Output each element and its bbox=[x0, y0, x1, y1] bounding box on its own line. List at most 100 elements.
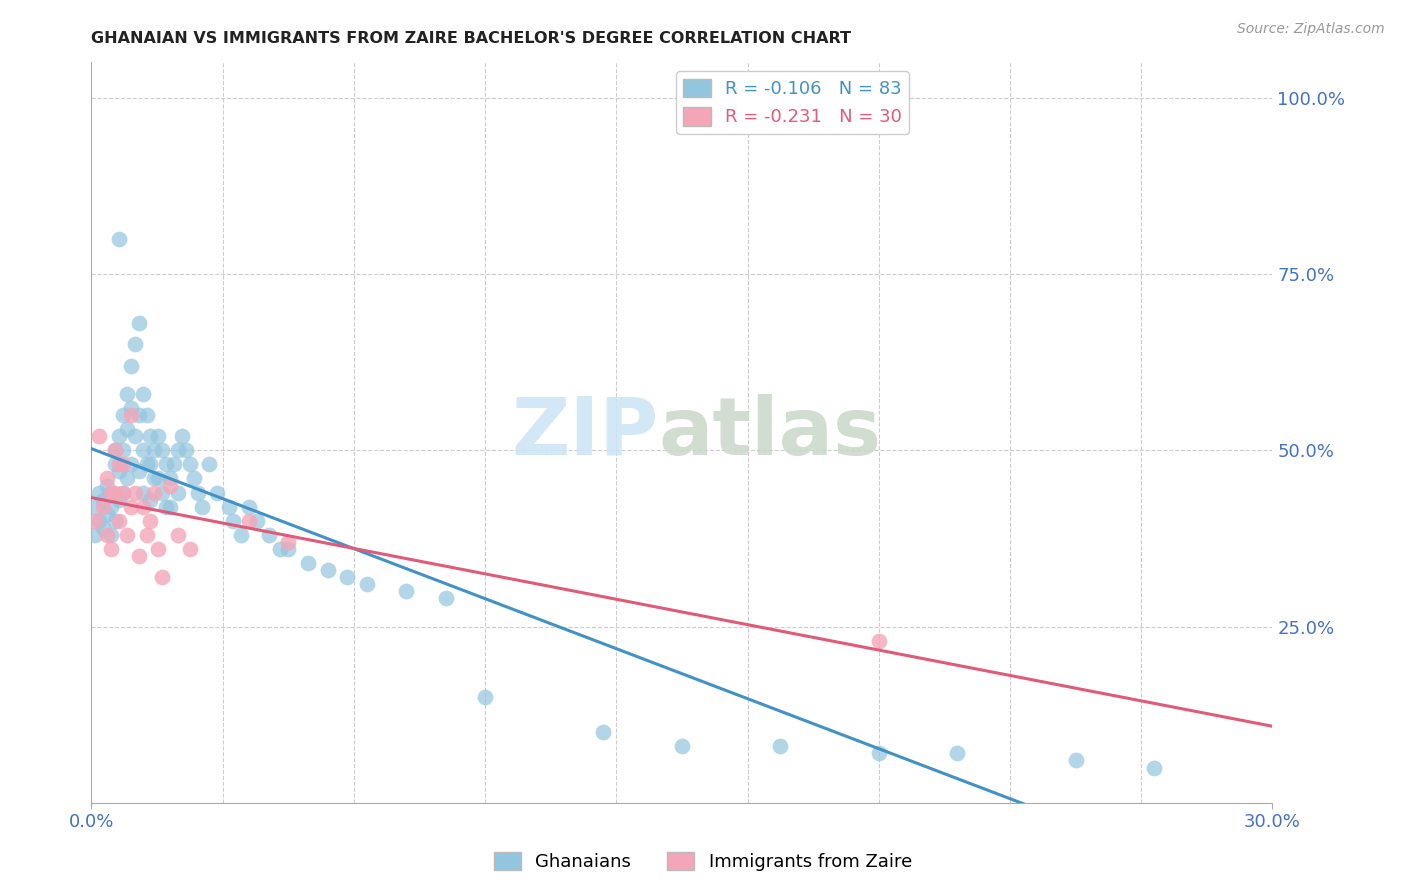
Point bbox=[592, 725, 614, 739]
Point bbox=[84, 528, 107, 542]
Text: atlas: atlas bbox=[658, 393, 882, 472]
Point bbox=[104, 485, 127, 500]
Point bbox=[148, 541, 170, 556]
Point bbox=[96, 528, 118, 542]
Point bbox=[150, 443, 173, 458]
Point bbox=[91, 521, 114, 535]
Point bbox=[100, 500, 122, 514]
Text: Source: ZipAtlas.com: Source: ZipAtlas.com bbox=[1237, 22, 1385, 37]
Point bbox=[671, 739, 693, 754]
Point bbox=[257, 528, 280, 542]
Point bbox=[124, 429, 146, 443]
Point bbox=[155, 458, 177, 472]
Point bbox=[139, 492, 162, 507]
Point bbox=[229, 528, 252, 542]
Point bbox=[139, 458, 162, 472]
Point bbox=[128, 316, 150, 330]
Point bbox=[115, 528, 138, 542]
Point bbox=[104, 443, 127, 458]
Point bbox=[316, 563, 339, 577]
Point bbox=[170, 429, 193, 443]
Point bbox=[159, 471, 181, 485]
Point bbox=[84, 514, 107, 528]
Point bbox=[124, 337, 146, 351]
Point bbox=[1143, 760, 1166, 774]
Point bbox=[246, 514, 269, 528]
Point bbox=[159, 500, 181, 514]
Point bbox=[946, 747, 969, 761]
Point bbox=[167, 485, 190, 500]
Point bbox=[207, 485, 229, 500]
Point bbox=[179, 458, 201, 472]
Point bbox=[108, 429, 131, 443]
Point bbox=[96, 471, 118, 485]
Point bbox=[131, 485, 153, 500]
Point bbox=[148, 429, 170, 443]
Point bbox=[111, 485, 134, 500]
Point bbox=[277, 541, 299, 556]
Point bbox=[238, 500, 260, 514]
Point bbox=[155, 500, 177, 514]
Point bbox=[84, 500, 107, 514]
Point bbox=[190, 500, 212, 514]
Point bbox=[143, 471, 166, 485]
Point bbox=[100, 541, 122, 556]
Point bbox=[218, 500, 240, 514]
Point bbox=[100, 528, 122, 542]
Point bbox=[135, 458, 157, 472]
Point bbox=[222, 514, 245, 528]
Point bbox=[148, 471, 170, 485]
Point bbox=[100, 485, 122, 500]
Point bbox=[150, 485, 173, 500]
Point bbox=[96, 507, 118, 521]
Legend: Ghanaians, Immigrants from Zaire: Ghanaians, Immigrants from Zaire bbox=[486, 845, 920, 879]
Point bbox=[120, 500, 142, 514]
Point bbox=[104, 458, 127, 472]
Point bbox=[128, 549, 150, 563]
Point bbox=[124, 485, 146, 500]
Point bbox=[91, 492, 114, 507]
Point bbox=[104, 514, 127, 528]
Point bbox=[179, 541, 201, 556]
Point bbox=[89, 429, 111, 443]
Point bbox=[115, 471, 138, 485]
Point bbox=[100, 485, 122, 500]
Point bbox=[131, 500, 153, 514]
Point bbox=[174, 443, 197, 458]
Point bbox=[108, 464, 131, 478]
Point bbox=[111, 443, 134, 458]
Point bbox=[115, 387, 138, 401]
Point bbox=[120, 401, 142, 415]
Point bbox=[139, 429, 162, 443]
Point bbox=[150, 570, 173, 584]
Point bbox=[277, 535, 299, 549]
Point bbox=[238, 514, 260, 528]
Point bbox=[167, 528, 190, 542]
Point bbox=[120, 359, 142, 373]
Point bbox=[163, 458, 186, 472]
Point bbox=[187, 485, 209, 500]
Point bbox=[297, 556, 319, 570]
Point bbox=[111, 458, 134, 472]
Point bbox=[474, 690, 496, 704]
Point bbox=[120, 408, 142, 422]
Point bbox=[139, 514, 162, 528]
Point bbox=[868, 747, 890, 761]
Point bbox=[96, 478, 118, 492]
Point bbox=[115, 422, 138, 436]
Point bbox=[356, 577, 378, 591]
Point bbox=[131, 387, 153, 401]
Point bbox=[128, 408, 150, 422]
Point bbox=[89, 485, 111, 500]
Point bbox=[336, 570, 359, 584]
Point bbox=[183, 471, 205, 485]
Point bbox=[120, 458, 142, 472]
Point bbox=[91, 500, 114, 514]
Point bbox=[769, 739, 792, 754]
Legend: R = -0.106   N = 83, R = -0.231   N = 30: R = -0.106 N = 83, R = -0.231 N = 30 bbox=[676, 71, 910, 134]
Point bbox=[131, 443, 153, 458]
Point bbox=[434, 591, 457, 606]
Text: GHANAIAN VS IMMIGRANTS FROM ZAIRE BACHELOR'S DEGREE CORRELATION CHART: GHANAIAN VS IMMIGRANTS FROM ZAIRE BACHEL… bbox=[91, 31, 852, 46]
Point bbox=[111, 408, 134, 422]
Point bbox=[159, 478, 181, 492]
